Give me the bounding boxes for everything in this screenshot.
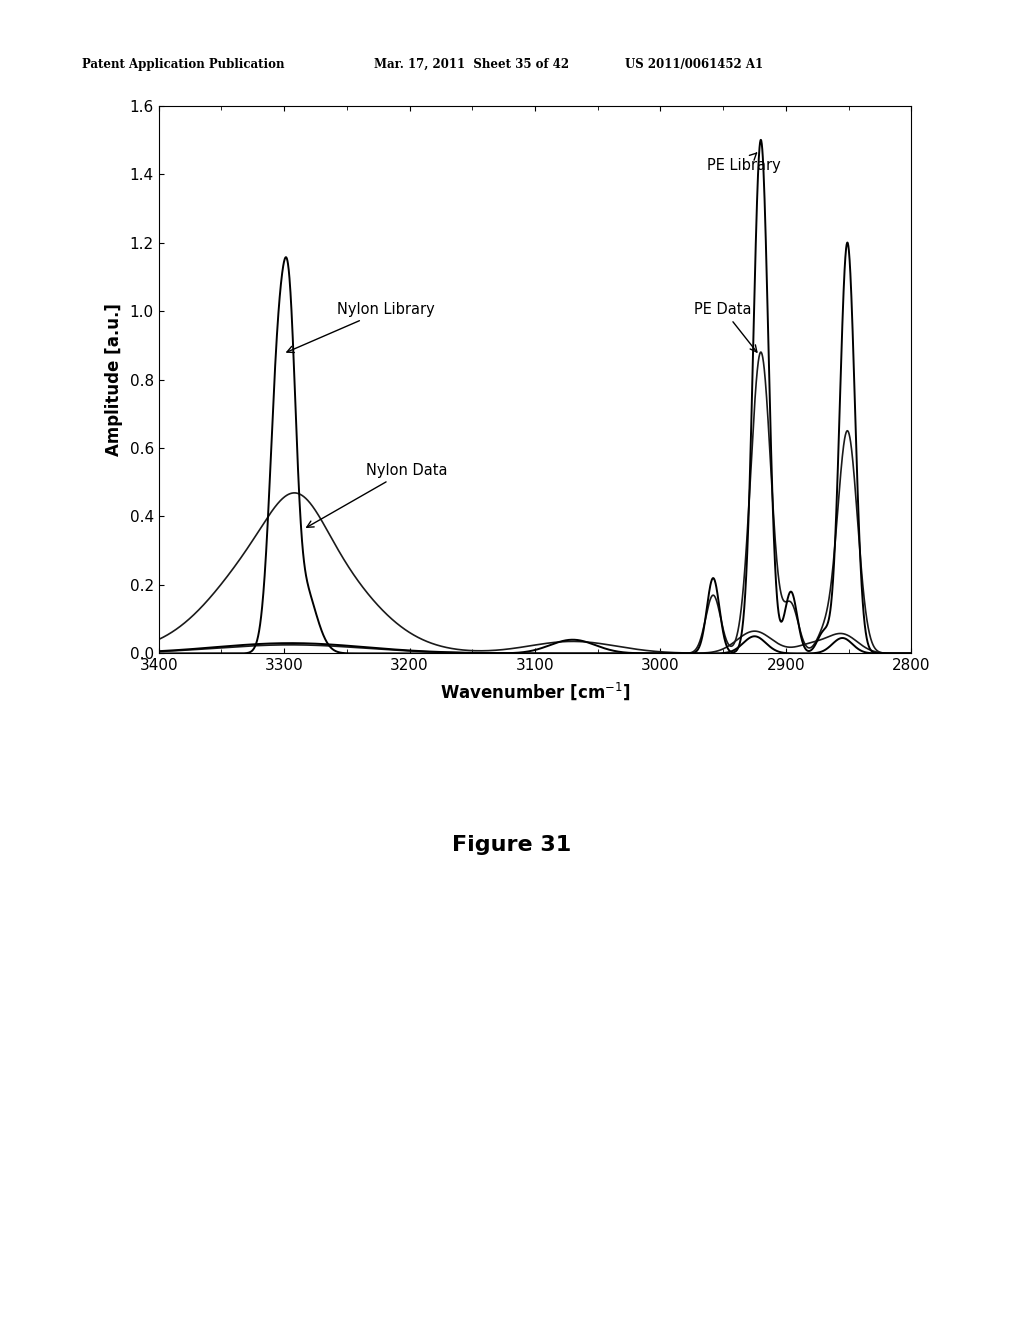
Text: Nylon Library: Nylon Library — [287, 302, 434, 352]
Text: Mar. 17, 2011  Sheet 35 of 42: Mar. 17, 2011 Sheet 35 of 42 — [374, 58, 569, 71]
Text: PE Library: PE Library — [707, 153, 780, 173]
Text: Nylon Data: Nylon Data — [307, 463, 447, 527]
Text: PE Data: PE Data — [694, 302, 757, 352]
X-axis label: Wavenumber [cm$^{-1}$]: Wavenumber [cm$^{-1}$] — [439, 680, 631, 702]
Y-axis label: Amplitude [a.u.]: Amplitude [a.u.] — [104, 304, 123, 455]
Text: Patent Application Publication: Patent Application Publication — [82, 58, 285, 71]
Text: Figure 31: Figure 31 — [453, 836, 571, 855]
Text: US 2011/0061452 A1: US 2011/0061452 A1 — [625, 58, 763, 71]
